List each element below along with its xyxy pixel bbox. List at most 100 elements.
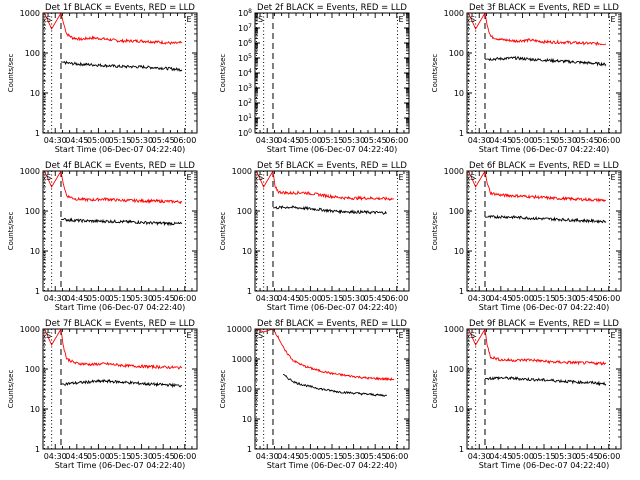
x-tick-label: 05:15	[320, 294, 343, 303]
panel-title: Det 1f BLACK = Events, RED = LLD	[45, 3, 195, 13]
series-lld-line	[467, 13, 607, 47]
series-events-line	[283, 374, 387, 398]
x-tick-label: 05:45	[576, 136, 599, 145]
y-tick-label: 1000	[444, 167, 464, 176]
series-group	[43, 13, 183, 72]
start-marker: S	[470, 15, 475, 24]
x-tick-label: 04:30	[44, 294, 67, 303]
y-tick-label: 102	[238, 98, 252, 108]
x-tick-label: 04:30	[44, 452, 67, 461]
end-marker: E	[186, 15, 191, 24]
x-tick-label: 04:30	[256, 294, 279, 303]
y-tick-base: 10	[238, 39, 248, 48]
y-tick-label: 108	[238, 8, 252, 18]
start-marker: S	[46, 173, 51, 182]
x-tick-label: 05:30	[554, 294, 577, 303]
x-tick-label: 05:30	[130, 136, 153, 145]
series-events-line	[273, 205, 387, 215]
x-tick-label: 05:00	[299, 452, 322, 461]
series-events-line	[485, 214, 607, 224]
x-tick-label: 05:15	[108, 294, 131, 303]
x-tick-label: 05:45	[576, 452, 599, 461]
x-tick-label: 04:30	[468, 294, 491, 303]
x-tick-label: 04:30	[44, 136, 67, 145]
y-tick-base: 10	[238, 114, 248, 123]
end-marker: E	[610, 15, 615, 24]
x-tick-label: 04:45	[65, 294, 88, 303]
y-tick-label: 10	[454, 247, 464, 256]
y-tick-label: 100	[25, 365, 40, 374]
x-tick-label: 06:00	[173, 136, 196, 145]
x-tick-label: 05:00	[87, 136, 110, 145]
x-tick-label: 05:30	[342, 136, 365, 145]
y-tick-label: 1000	[20, 9, 40, 18]
x-tick-label: 06:00	[597, 294, 620, 303]
x-tick-label: 05:15	[532, 294, 555, 303]
x-tick-label: 04:45	[277, 452, 300, 461]
x-axis-label: Start Time (06-Dec-07 04:22:40)	[55, 461, 186, 470]
start-marker: S	[46, 15, 51, 24]
y-tick-label: 10	[242, 415, 252, 424]
end-marker: E	[398, 331, 403, 340]
x-tick-label: 05:15	[532, 136, 555, 145]
plot-frame	[466, 12, 622, 134]
plot-frame	[254, 12, 410, 134]
plot-frame	[466, 328, 622, 450]
y-tick-base: 10	[238, 9, 248, 18]
series-events-line	[485, 55, 607, 67]
y-tick-exponent: 1	[248, 113, 252, 120]
y-tick-label: 10	[30, 247, 40, 256]
panel-title: Det 7f BLACK = Events, RED = LLD	[45, 319, 195, 329]
y-tick-label: 1000	[20, 325, 40, 334]
y-tick-label: 10	[242, 247, 252, 256]
x-tick-label: 06:00	[173, 452, 196, 461]
y-tick-label: 100	[449, 207, 464, 216]
x-tick-label: 05:00	[511, 294, 534, 303]
y-axis-label: Counts/sec	[431, 54, 439, 93]
y-tick-exponent: 7	[248, 23, 252, 30]
x-tick-label: 04:30	[468, 452, 491, 461]
y-tick-exponent: 5	[248, 53, 252, 60]
x-axis-label: Start Time (06-Dec-07 04:22:40)	[55, 145, 186, 154]
x-tick-label: 05:30	[130, 452, 153, 461]
y-tick-label: 100	[238, 128, 252, 138]
y-tick-label: 100	[449, 49, 464, 58]
plot-frame	[254, 328, 410, 450]
y-tick-exponent: 3	[248, 83, 252, 90]
x-tick-label: 05:00	[511, 452, 534, 461]
y-tick-exponent: 4	[248, 68, 252, 75]
series-events-line	[60, 217, 183, 227]
start-marker: S	[470, 331, 475, 340]
y-tick-label: 103	[238, 83, 252, 93]
x-axis-label: Start Time (06-Dec-07 04:22:40)	[55, 303, 186, 312]
panel-title: Det 4f BLACK = Events, RED = LLD	[45, 161, 195, 171]
y-tick-label: 1	[459, 129, 464, 138]
x-tick-label: 04:45	[489, 452, 512, 461]
x-tick-label: 05:15	[108, 136, 131, 145]
y-tick-label: 104	[238, 68, 252, 78]
y-tick-base: 10	[238, 69, 248, 78]
panel-title: Det 3f BLACK = Events, RED = LLD	[469, 3, 619, 13]
x-tick-label: 06:00	[385, 294, 408, 303]
x-tick-label: 05:30	[554, 452, 577, 461]
plot-frame	[42, 12, 198, 134]
end-marker: E	[398, 173, 403, 182]
y-tick-label: 1000	[232, 167, 252, 176]
y-axis-label: Counts/sec	[431, 212, 439, 251]
x-tick-label: 05:00	[87, 452, 110, 461]
x-tick-label: 05:00	[87, 294, 110, 303]
panel-title: Det 9f BLACK = Events, RED = LLD	[469, 319, 619, 329]
y-tick-label: 10	[30, 405, 40, 414]
x-axis-label: Start Time (06-Dec-07 04:22:40)	[267, 303, 398, 312]
x-tick-label: 05:45	[152, 136, 175, 145]
series-group	[255, 171, 395, 215]
series-group	[467, 13, 607, 67]
x-tick-label: 05:00	[299, 136, 322, 145]
x-tick-label: 05:15	[108, 452, 131, 461]
x-tick-label: 05:30	[554, 136, 577, 145]
x-tick-label: 05:00	[511, 136, 534, 145]
x-axis-label: Start Time (06-Dec-07 04:22:40)	[479, 303, 610, 312]
series-lld-line	[43, 13, 183, 46]
y-tick-exponent: 6	[248, 38, 252, 45]
